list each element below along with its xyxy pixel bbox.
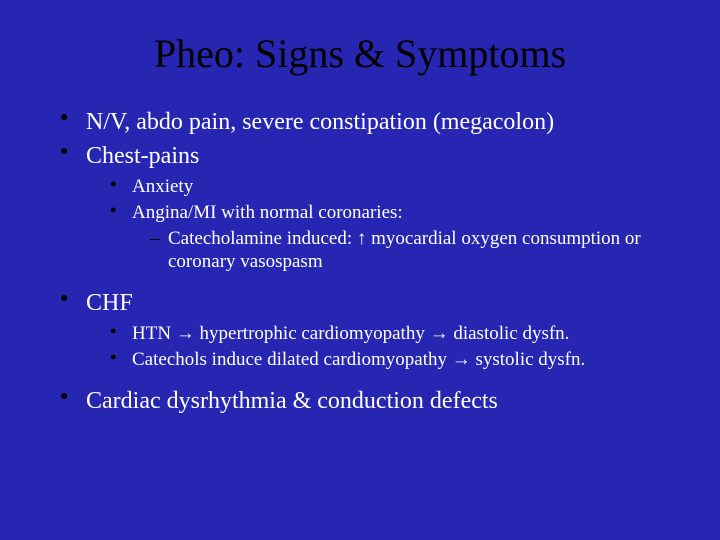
bullet-htn: HTN → hypertrophic cardiomyopathy → dias… xyxy=(110,322,670,346)
bullet-nv: N/V, abdo pain, severe constipation (meg… xyxy=(60,107,670,137)
bullet-cardiac: Cardiac dysrhythmia & conduction defects xyxy=(60,386,670,416)
bullet-chf: CHF xyxy=(60,288,670,318)
slide-title: Pheo: Signs & Symptoms xyxy=(50,30,670,77)
bullet-catechols: Catechols induce dilated cardiomyopathy … xyxy=(110,348,670,372)
bullet-catecholamine: Catecholamine induced: ↑ myocardial oxyg… xyxy=(150,227,670,275)
bullet-anxiety: Anxiety xyxy=(110,175,670,199)
bullet-angina: Angina/MI with normal coronaries: xyxy=(110,201,670,225)
bullet-chest: Chest-pains xyxy=(60,141,670,171)
